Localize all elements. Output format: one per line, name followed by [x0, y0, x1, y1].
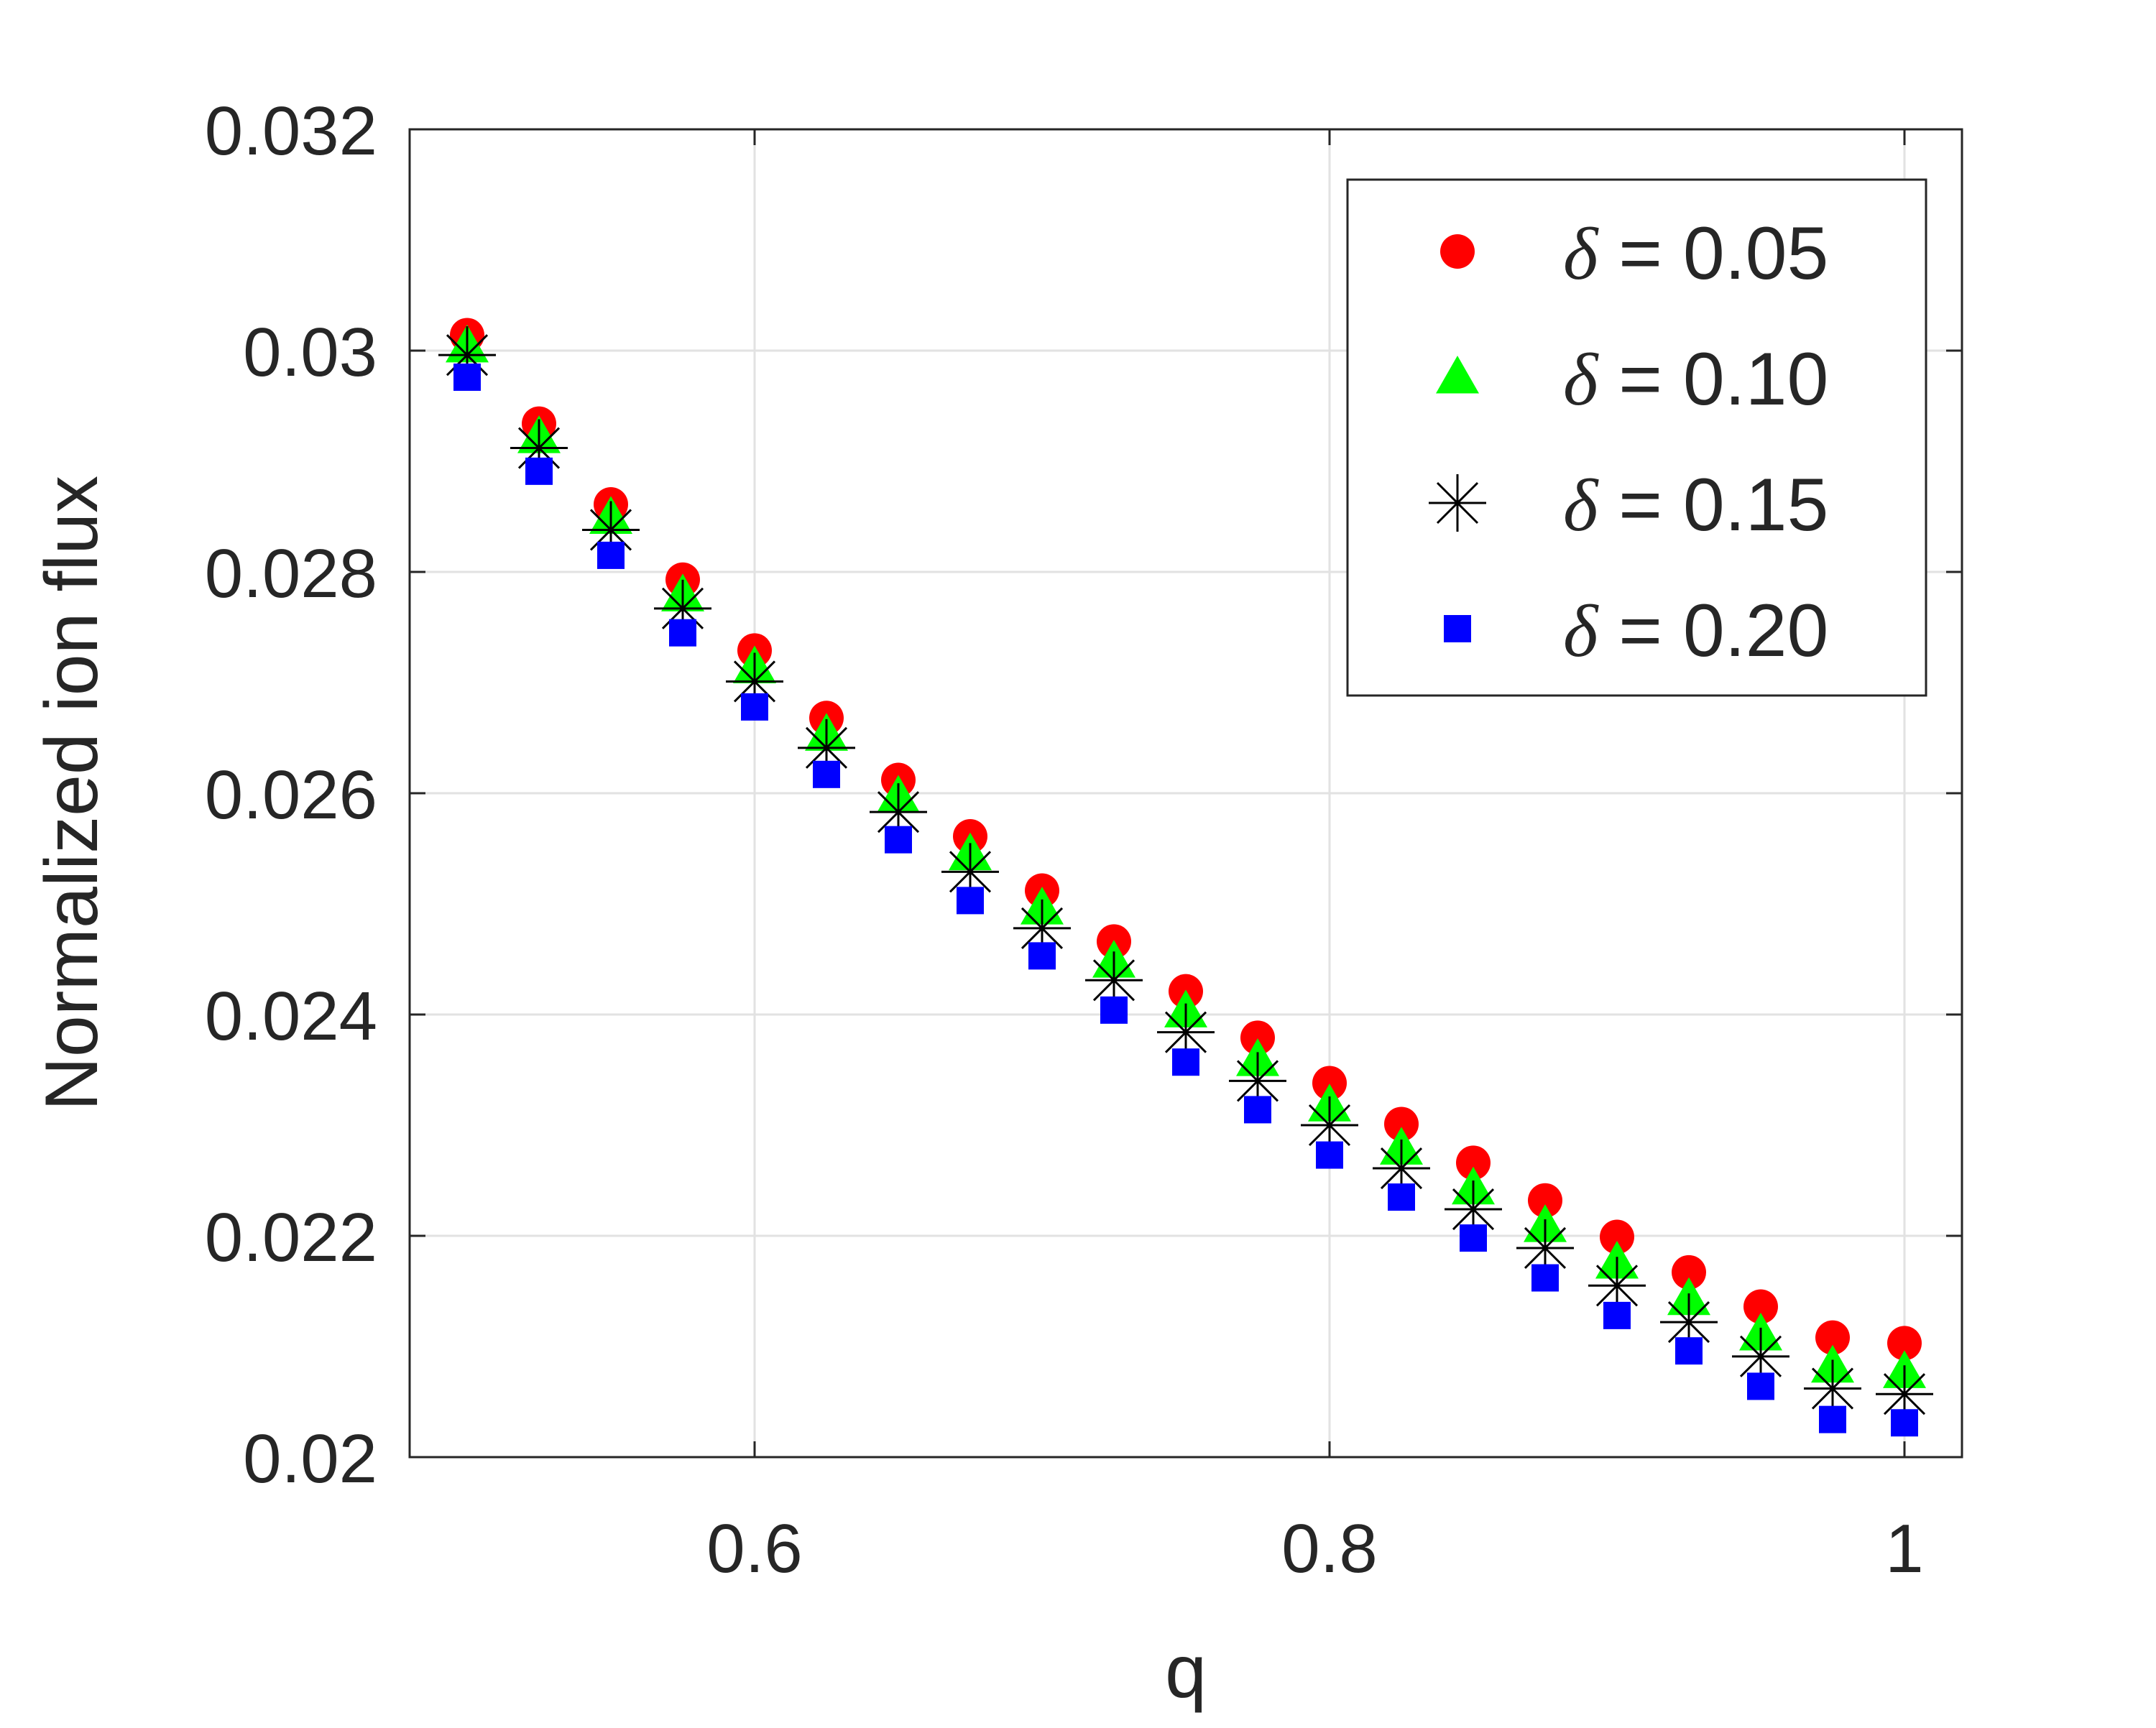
data-point-circle: [1743, 1289, 1778, 1324]
legend-entry-label: δ = 0.05: [1563, 212, 1828, 295]
data-point-asterisk: [654, 579, 711, 637]
data-point-square: [1460, 1224, 1487, 1252]
data-point-square: [1891, 1409, 1918, 1437]
data-point-square: [1244, 1096, 1271, 1124]
legend-box: [1346, 178, 1927, 697]
data-point-square: [597, 541, 625, 569]
data-point-circle: [1312, 1066, 1347, 1101]
legend: δ = 0.05 δ = 0.10 δ = 0.15 δ = 0.20: [1346, 178, 1927, 697]
data-point-circle: [1384, 1106, 1419, 1142]
data-point-square: [453, 363, 481, 391]
data-point-square: [1388, 1183, 1415, 1211]
data-point-circle: [1456, 1145, 1491, 1181]
data-point-asterisk: [1732, 1327, 1789, 1385]
data-point-square: [813, 760, 840, 788]
data-point-asterisk: [582, 501, 640, 559]
data-point-square: [1172, 1048, 1199, 1076]
data-series: [438, 318, 1933, 1437]
axes-frame: [408, 128, 1963, 1459]
series-square: [453, 363, 1918, 1437]
data-point-asterisk: [1013, 899, 1071, 957]
data-point-circle: [1672, 1255, 1706, 1290]
data-point-asterisk: [798, 719, 855, 777]
data-point-asterisk: [1588, 1257, 1646, 1315]
data-point-circle: [1815, 1320, 1850, 1355]
data-point-asterisk: [510, 419, 568, 477]
data-point-asterisk: [941, 843, 999, 901]
data-point-square: [1100, 996, 1128, 1024]
legend-entry-label: δ = 0.10: [1563, 338, 1828, 421]
legend-entry-label: δ = 0.20: [1563, 589, 1828, 673]
data-point-square: [1028, 942, 1056, 970]
data-point-circle: [1240, 1020, 1275, 1055]
data-point-circle: [1887, 1326, 1922, 1361]
data-point-asterisk: [1229, 1052, 1286, 1110]
y-tick-label: 0.024: [205, 978, 377, 1055]
legend-marker-triangle: [1436, 356, 1479, 394]
data-point-circle: [1600, 1219, 1634, 1255]
data-point-square: [1603, 1301, 1631, 1329]
y-tick-label: 0.022: [205, 1199, 377, 1276]
data-point-asterisk: [1301, 1096, 1358, 1154]
x-tick-label: 1: [1885, 1510, 1923, 1587]
legend-marker-circle: [1440, 234, 1475, 269]
y-tick-label: 0.032: [205, 93, 377, 170]
data-point-asterisk: [1804, 1359, 1861, 1418]
legend-marker-square: [1444, 615, 1471, 642]
data-point-square: [1531, 1264, 1559, 1292]
data-point-asterisk: [438, 326, 496, 384]
data-point-asterisk: [1373, 1140, 1430, 1198]
y-axis-label: Normalized ion flux: [30, 476, 114, 1111]
data-point-square: [1747, 1372, 1774, 1400]
data-point-asterisk: [1445, 1181, 1502, 1239]
data-point-asterisk: [1660, 1293, 1718, 1352]
series-asterisk: [438, 326, 1933, 1423]
data-point-square: [885, 826, 912, 854]
data-point-square: [1675, 1337, 1703, 1365]
legend-marker-asterisk: [1429, 474, 1486, 532]
y-tick-label: 0.03: [243, 314, 377, 391]
data-point-square: [525, 457, 553, 485]
data-point-asterisk: [1157, 1003, 1215, 1061]
x-tick-label: 0.8: [1281, 1510, 1377, 1587]
data-point-asterisk: [1085, 951, 1143, 1009]
data-point-square: [669, 619, 696, 647]
data-point-square: [741, 693, 768, 721]
x-tick-label: 0.6: [706, 1510, 802, 1587]
y-tick-label: 0.026: [205, 757, 377, 833]
data-point-asterisk: [870, 783, 927, 841]
legend-entry-label: δ = 0.15: [1563, 463, 1828, 547]
data-point-square: [1819, 1405, 1846, 1433]
data-point-asterisk: [1876, 1365, 1933, 1423]
tick-labels: 0.6 0.8 1 0.02 0.022 0.024 0.026 0.028 0.03 0.032: [205, 93, 1924, 1587]
data-point-circle: [1528, 1183, 1562, 1218]
data-point-square: [957, 887, 984, 915]
data-point-square: [1316, 1141, 1343, 1169]
data-point-asterisk: [726, 652, 783, 711]
y-tick-label: 0.02: [243, 1420, 377, 1497]
x-axis-label: q: [1165, 1630, 1207, 1714]
y-tick-label: 0.028: [205, 535, 377, 612]
data-point-asterisk: [1516, 1219, 1574, 1277]
